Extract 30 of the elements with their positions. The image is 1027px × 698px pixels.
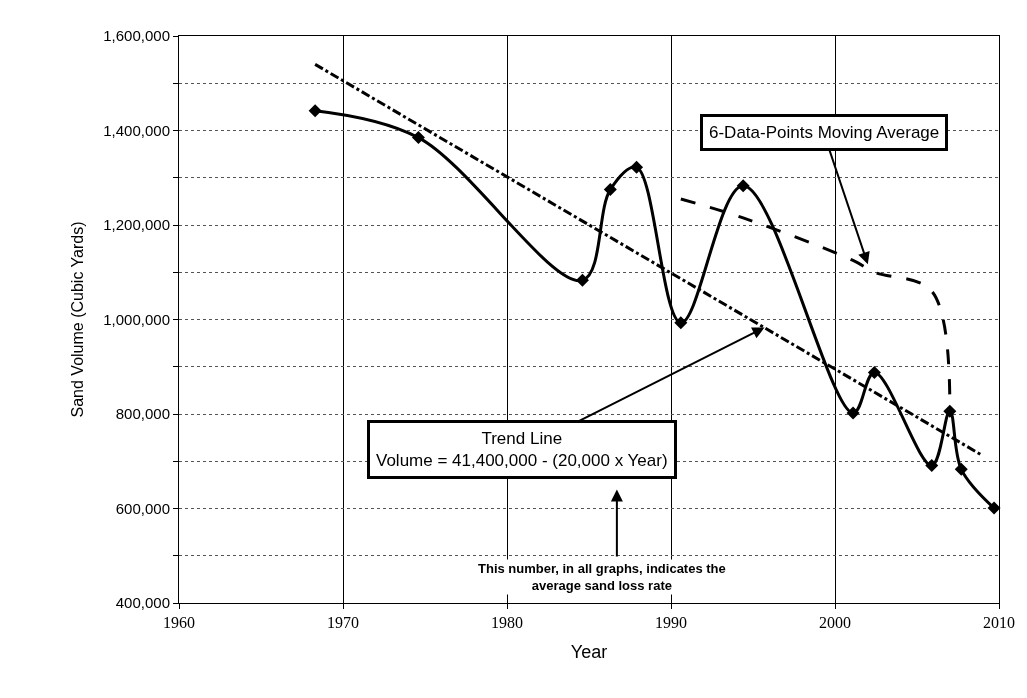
y-axis-title: Sand Volume (Cubic Yards) [69, 221, 87, 418]
x-tick-label: 2000 [819, 614, 851, 632]
point [630, 160, 644, 174]
annotation: 6-Data-Points Moving Average [709, 123, 940, 142]
annotation: This number, in all graphs, indicates the average sand loss rate [478, 561, 726, 593]
y-tick-label: 1,200,000 [103, 216, 170, 234]
point [575, 273, 589, 287]
point [411, 131, 425, 145]
x-tick-label: 2010 [983, 614, 1015, 632]
x-tick-label: 1970 [327, 614, 359, 632]
x-tick-label: 1990 [655, 614, 687, 632]
x-axis-title: Year [570, 642, 608, 663]
y-tick-label: 800,000 [115, 405, 170, 423]
point [736, 179, 750, 193]
point [674, 316, 688, 330]
point [603, 183, 617, 197]
y-tick-label: 1,400,000 [103, 121, 170, 139]
point [987, 501, 1001, 515]
point [308, 104, 322, 118]
y-tick-label: 400,000 [115, 594, 170, 612]
annotation: Trend Line Volume = 41,400,000 - (20,000 x Year) [376, 429, 668, 471]
x-tick-label: 1980 [491, 614, 523, 632]
y-tick-label: 1,600,000 [103, 27, 170, 45]
point [846, 406, 860, 420]
y-tick-label: 1,000,000 [103, 310, 170, 328]
point [925, 459, 939, 472]
point [867, 365, 881, 379]
point [954, 462, 968, 476]
y-tick-label: 600,000 [115, 499, 170, 517]
x-tick-label: 1960 [163, 614, 195, 632]
